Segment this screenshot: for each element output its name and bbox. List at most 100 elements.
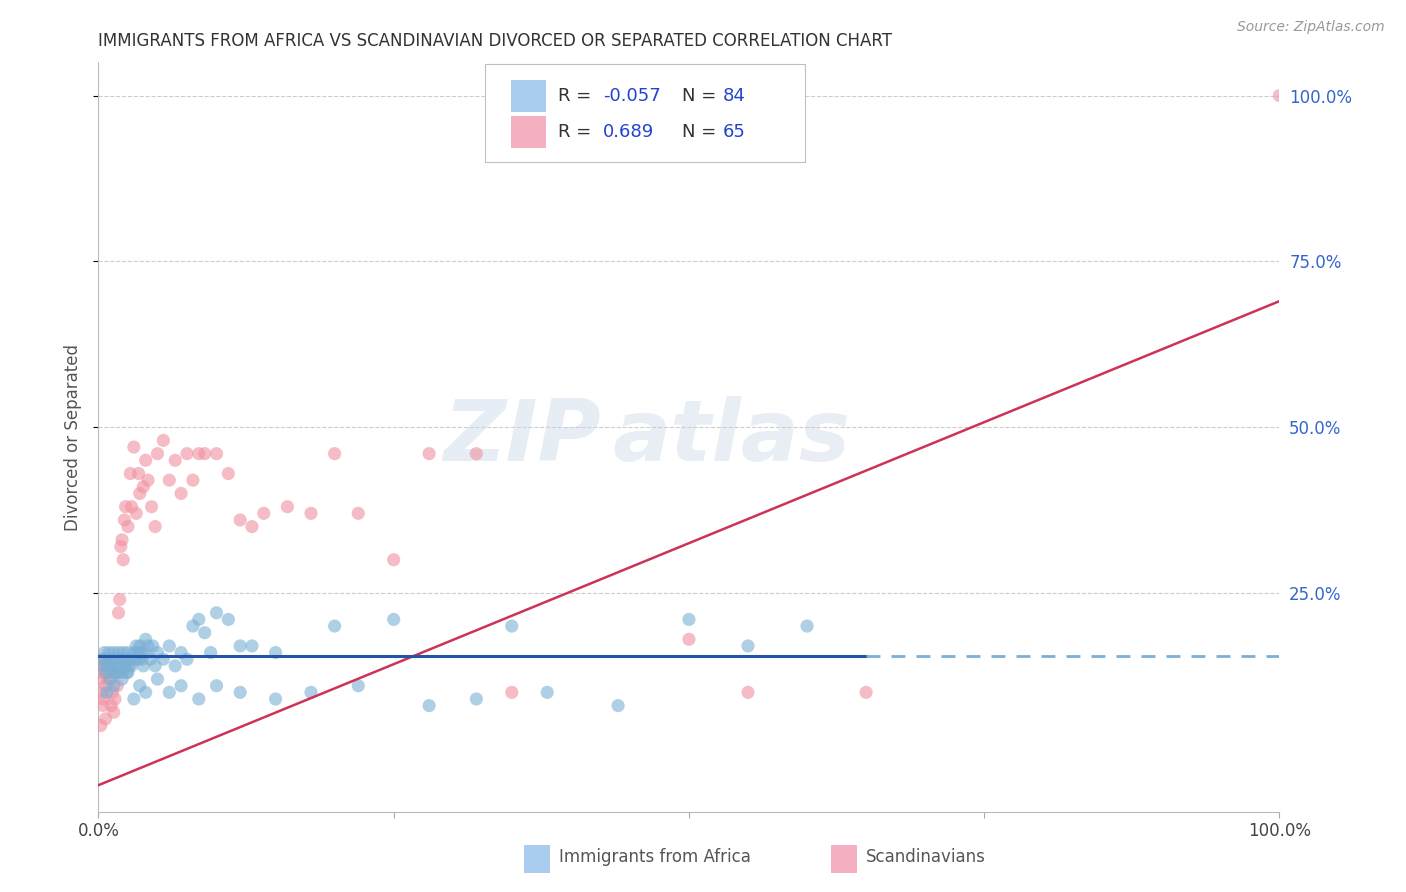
Point [90,672,112,686]
Text: R =: R = [558,123,603,141]
Point [229,513,252,527]
Text: 84: 84 [723,87,747,104]
Point [253,506,276,520]
Point [170,486,193,500]
Point [418,447,440,461]
Point [347,679,370,693]
Point [240,519,263,533]
Point [96,652,118,666]
Point [112,652,135,666]
Point [165,453,187,467]
Point [111,672,134,686]
Point [205,606,228,620]
Point [100,658,122,673]
Point [120,467,142,481]
Point [114,658,136,673]
Point [136,473,159,487]
Point [139,652,162,666]
Point [93,646,115,660]
Point [143,519,166,533]
Point [678,632,700,647]
Point [135,685,157,699]
Point [418,698,440,713]
Point [200,646,222,660]
Text: atlas: atlas [612,395,851,479]
Point [501,685,523,699]
Point [187,692,209,706]
Point [90,718,112,732]
Point [135,453,157,467]
Point [124,652,146,666]
Text: N =: N = [682,123,721,141]
Point [181,619,204,633]
Point [146,672,169,686]
Point [276,500,298,514]
Point [737,639,759,653]
Point [229,639,252,653]
Point [128,679,150,693]
Point [112,513,135,527]
Point [152,652,174,666]
Point [299,685,322,699]
Point [131,652,153,666]
Point [134,646,156,660]
Point [146,447,169,461]
Text: Immigrants from Africa: Immigrants from Africa [560,847,751,865]
Point [142,639,165,653]
Point [855,685,877,699]
Point [157,473,180,487]
Point [118,658,141,673]
Point [125,506,148,520]
Point [143,658,166,673]
Point [229,685,252,699]
Point [141,500,163,514]
Point [110,658,132,673]
Point [132,480,155,494]
Point [132,658,155,673]
Point [264,692,287,706]
Point [128,639,150,653]
Point [382,612,405,626]
FancyBboxPatch shape [831,845,856,873]
Point [112,646,135,660]
Point [128,486,150,500]
Point [114,500,136,514]
Point [382,553,405,567]
Point [94,679,117,693]
Point [264,646,287,660]
Point [115,665,138,680]
Text: 65: 65 [723,123,747,141]
Point [121,658,143,673]
Point [108,592,131,607]
Point [87,658,110,673]
Point [146,646,169,660]
Point [96,685,118,699]
Point [98,652,121,666]
Text: N =: N = [682,87,721,104]
FancyBboxPatch shape [510,80,546,112]
Point [98,672,121,686]
Point [1268,88,1291,103]
Point [105,665,128,680]
Point [217,612,239,626]
Point [117,646,139,660]
Point [217,467,239,481]
Point [170,646,193,660]
Point [122,692,145,706]
Point [94,665,117,680]
Point [120,652,142,666]
Point [299,506,322,520]
Text: IMMIGRANTS FROM AFRICA VS SCANDINAVIAN DIVORCED OR SEPARATED CORRELATION CHART: IMMIGRANTS FROM AFRICA VS SCANDINAVIAN D… [98,32,893,50]
Point [97,672,120,686]
Point [181,473,204,487]
Point [107,646,129,660]
Point [465,447,488,461]
Point [128,467,150,481]
Point [323,447,346,461]
Point [796,619,818,633]
Point [105,679,128,693]
Point [91,698,114,713]
Point [125,639,148,653]
FancyBboxPatch shape [510,116,546,148]
Point [323,619,346,633]
